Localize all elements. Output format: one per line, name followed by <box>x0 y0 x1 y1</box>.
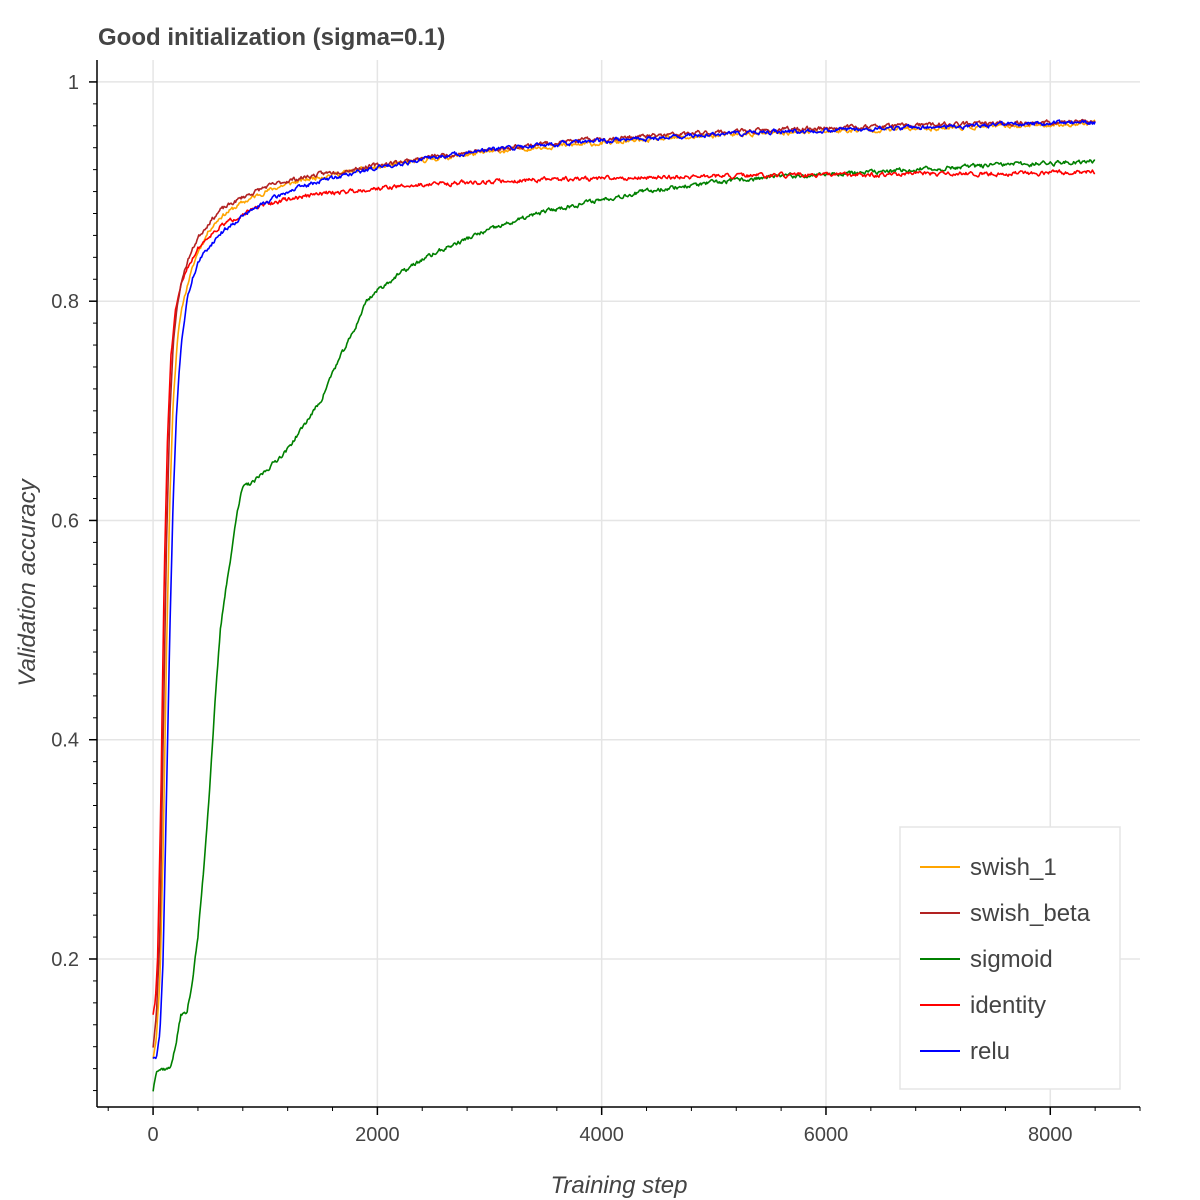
y-tick-label: 1 <box>68 72 79 94</box>
series-layer <box>152 118 1096 1092</box>
series-line-identity <box>152 169 1096 1015</box>
x-tick-label: 2000 <box>355 1124 400 1146</box>
series-line-swish-beta <box>152 118 1096 1048</box>
x-axis-label: Training step <box>551 1172 688 1199</box>
legend-label-relu: relu <box>970 1038 1010 1065</box>
legend-label-identity: identity <box>970 992 1046 1019</box>
x-tick-label: 8000 <box>1028 1124 1073 1146</box>
legend-label-sigmoid: sigmoid <box>970 946 1053 973</box>
axes: 0 2000 4000 6000 8000 0.2 0.4 0.6 0.8 1 <box>51 60 1141 1146</box>
x-tick-label: 0 <box>148 1124 159 1146</box>
chart-title: Good initialization (sigma=0.1) <box>98 24 445 51</box>
y-tick-label: 0.8 <box>51 291 79 313</box>
series-line-relu <box>152 119 1096 1060</box>
grid <box>97 60 1140 1107</box>
legend-label-swish-1: swish_1 <box>970 854 1057 881</box>
x-tick-label: 4000 <box>579 1124 624 1146</box>
x-tick-label: 6000 <box>804 1124 849 1146</box>
y-tick-label: 0.4 <box>51 730 79 752</box>
y-axis-label: Validation accuracy <box>14 477 41 686</box>
series-line-sigmoid <box>152 159 1096 1092</box>
y-tick-label: 0.6 <box>51 510 79 532</box>
legend-label-swish-beta: swish_beta <box>970 900 1091 927</box>
y-tick-label: 0.2 <box>51 949 79 971</box>
